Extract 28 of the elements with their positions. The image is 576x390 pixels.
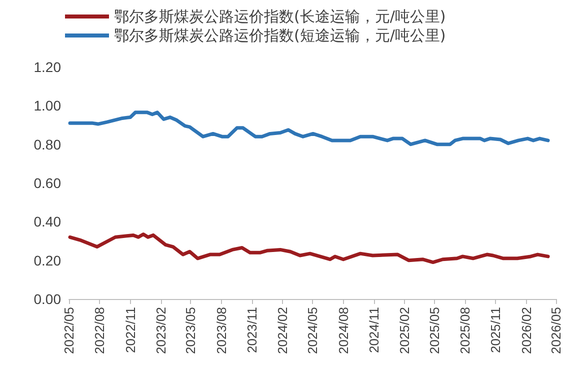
line-series [68,232,550,264]
y-tick-label: 0.60 [34,175,62,191]
x-tick-label: 2022/11 [122,307,138,354]
x-tick-label: 2026/02 [518,307,534,354]
x-tick-label: 2025/02 [397,307,412,354]
x-tick-label: 2025/08 [458,307,472,354]
y-tick-label: 0.80 [34,136,62,152]
y-tick-label: 0.00 [34,291,62,307]
x-tick-label: 2023/11 [244,307,260,354]
x-tick-label: 2023/05 [183,307,198,354]
legend-label: 鄂尔多斯煤炭公路运价指数(短途运输，元/吨公里) [114,26,446,44]
x-tick-label: 2022/08 [92,307,108,354]
x-tick-label: 2024/11 [366,307,382,354]
x-tick-label: 2025/05 [426,307,442,354]
y-tick-label: 1.20 [34,59,62,75]
x-tick-label: 2024/02 [275,307,290,354]
x-tick-label: 2022/05 [62,307,76,354]
legend-label: 鄂尔多斯煤炭公路运价指数(长途运输，元/吨公里) [114,8,446,26]
y-tick-label: 0.40 [34,214,62,230]
x-tick-label: 2026/05 [548,307,564,354]
x-tick-label: 2023/08 [214,307,229,354]
x-tick-label: 2023/02 [154,307,168,354]
x-tick-label: 2024/08 [336,307,351,354]
x-tick-label: 2025/11 [488,307,504,354]
y-tick-label: 0.20 [34,252,62,268]
x-tick-label: 2024/05 [305,307,320,354]
y-tick-label: 1.00 [34,98,62,114]
line-series [68,110,550,146]
